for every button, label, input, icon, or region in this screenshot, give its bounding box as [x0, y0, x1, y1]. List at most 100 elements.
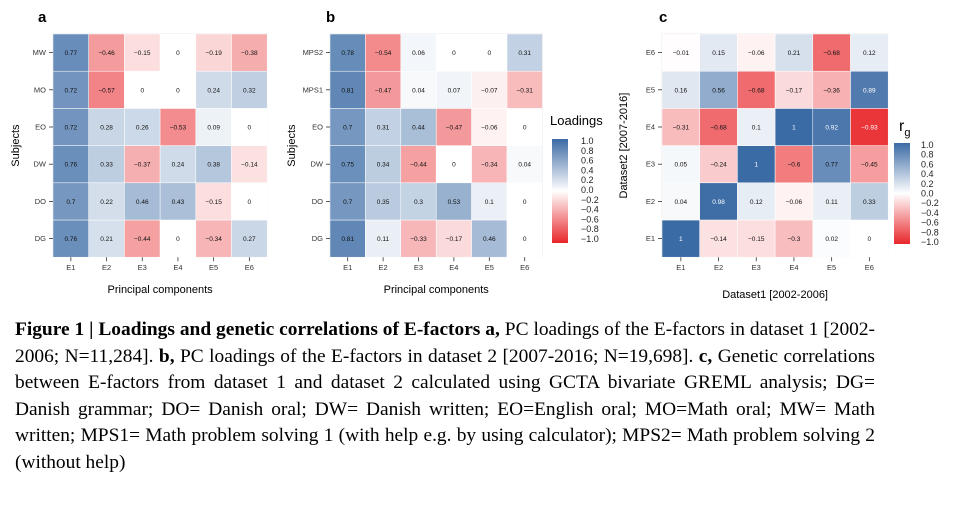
cell-value-label: 0.05 — [675, 162, 688, 169]
heatmap-cell — [661, 70, 700, 109]
heatmap-cell — [774, 70, 814, 109]
heatmap-cell — [506, 145, 543, 184]
cell-value-label: 0.56 — [712, 87, 725, 94]
cell-value-label: −0.47 — [446, 125, 463, 132]
heatmap-cell — [400, 70, 437, 109]
cell-value-label: 0.04 — [518, 162, 531, 169]
y-tick-label: MPS2 — [303, 48, 323, 57]
cell-value-label: 0.75 — [341, 162, 354, 169]
x-tick-label: E4 — [173, 263, 182, 272]
cell-value-label: 0 — [523, 236, 527, 243]
x-tick-label: E2 — [379, 263, 388, 272]
x-axis-title: Principal components — [108, 284, 214, 296]
legend-colorbar-loadings — [552, 139, 568, 243]
y-tick-label: E1 — [646, 234, 655, 243]
cell-value-label: 0.44 — [412, 125, 425, 132]
figure: a b c 0.76 0.21 −0.44 0 −0.34 0.270.7 0.22 0.46… — [10, 9, 939, 301]
cell-value-label: 0 — [452, 50, 456, 57]
heatmap-panel-a: 0.76 0.21 −0.44 0 −0.34 0.27 0.7 0.22 0.46 0.43 −0… — [10, 33, 268, 296]
cell-value-label: 0.11 — [826, 199, 839, 206]
cell-value-label: 0.81 — [341, 87, 354, 94]
legend-tick-label: 0.8 — [581, 146, 594, 156]
cell-value-label: −0.01 — [673, 50, 690, 57]
heatmap-cell — [737, 145, 776, 184]
cell-value-label: 0.1 — [485, 199, 494, 206]
legend-tick-label: 0.0 — [921, 189, 934, 199]
heatmap-cell — [365, 145, 402, 184]
heatmap-panel-c: 1 −0.14 −0.15 −0.3 0.02 0 0.04 0.98 0.12 −0.06 0.1… — [618, 33, 889, 301]
heatmap-cell — [471, 108, 508, 146]
cell-value-label: −0.46 — [98, 50, 115, 57]
cell-value-label: −0.31 — [516, 87, 533, 94]
cell-value-label: 1 — [792, 125, 796, 132]
heatmap-cell — [699, 182, 738, 221]
y-tick-label: MW — [33, 48, 47, 57]
cell-value-label: −0.38 — [241, 50, 258, 57]
heatmap-cell — [124, 145, 161, 184]
heatmap-cell — [231, 182, 268, 221]
panel-letter-c: c — [659, 9, 667, 26]
cell-value-label: 0 — [487, 50, 491, 57]
cell-value-label: 0.21 — [788, 50, 801, 57]
cell-value-label: 0.1 — [752, 125, 761, 132]
x-tick-label: E6 — [245, 263, 254, 272]
y-axis-title: Dataset2 [2007-2016] — [618, 93, 630, 199]
cell-value-label: 0.22 — [100, 199, 113, 206]
heatmap-cell — [124, 219, 161, 258]
y-tick-label: E4 — [646, 123, 655, 132]
y-tick-label: E3 — [646, 160, 655, 169]
legend-title-loadings: Loadings — [550, 113, 603, 128]
heatmap-cell — [231, 108, 268, 146]
cell-value-label: 0.09 — [207, 125, 220, 132]
legend-tick-label: 1.0 — [921, 140, 934, 150]
cell-value-label: −0.57 — [98, 87, 115, 94]
heatmap-cell — [124, 33, 161, 72]
legend-tick-label: −0.6 — [921, 218, 939, 228]
cell-value-label: −0.17 — [446, 236, 463, 243]
x-tick-label: E5 — [485, 263, 494, 272]
cell-value-label: −0.24 — [710, 162, 727, 169]
caption-label-b: b, — [158, 345, 175, 367]
cell-value-label: −0.3 — [788, 236, 801, 243]
cell-value-label: −0.93 — [861, 125, 878, 132]
legend-colorbar-rg — [894, 143, 910, 244]
cell-value-label: 0.24 — [207, 87, 220, 94]
cell-value-label: 0.92 — [825, 125, 838, 132]
legend-tick-label: 1.0 — [581, 136, 594, 146]
legend-tick-label: 0.4 — [581, 165, 594, 175]
cell-value-label: 0 — [176, 236, 180, 243]
legend-tick-label: −0.6 — [581, 214, 599, 224]
x-tick-label: E5 — [827, 263, 836, 272]
heatmap-cell — [850, 33, 889, 72]
x-tick-label: E2 — [714, 263, 723, 272]
legend-tick-label: 0.2 — [581, 175, 594, 185]
cell-value-label: −0.06 — [786, 199, 803, 206]
heatmap-cell — [774, 145, 814, 184]
cell-value-label: 0.3 — [414, 199, 423, 206]
legend-tick-label: 0.4 — [921, 169, 934, 179]
cell-value-label: −0.33 — [410, 236, 427, 243]
cell-value-label: 0.21 — [100, 236, 113, 243]
cell-value-label: 0 — [176, 50, 180, 57]
heatmap-cell — [231, 145, 268, 184]
cell-value-label: 0.27 — [243, 236, 256, 243]
heatmap-cell — [159, 70, 197, 109]
heatmap-cell — [365, 108, 402, 146]
legend-ticks-loadings: 1.00.80.60.40.20.0−0.2−0.4−0.6−0.8−1.0 — [581, 136, 599, 244]
cell-value-label: −0.68 — [748, 87, 765, 94]
cell-value-label: 0.76 — [65, 236, 78, 243]
legend-title-rg-main: r — [899, 118, 905, 135]
heatmap-cell — [506, 70, 543, 109]
cell-value-label: 0.33 — [863, 199, 876, 206]
cell-value-label: 0.06 — [412, 50, 425, 57]
cell-value-label: −0.31 — [673, 125, 690, 132]
cell-value-label: −0.34 — [481, 162, 498, 169]
y-tick-label: DO — [312, 197, 323, 206]
x-tick-label: E1 — [676, 263, 685, 272]
legend-tick-label: −1.0 — [581, 234, 599, 244]
legend-tick-label: −0.8 — [581, 224, 599, 234]
cell-value-label: 0.02 — [825, 236, 838, 243]
heatmap-cell — [850, 182, 889, 221]
y-tick-label: DW — [34, 160, 47, 169]
heatmap-cell — [850, 219, 889, 258]
